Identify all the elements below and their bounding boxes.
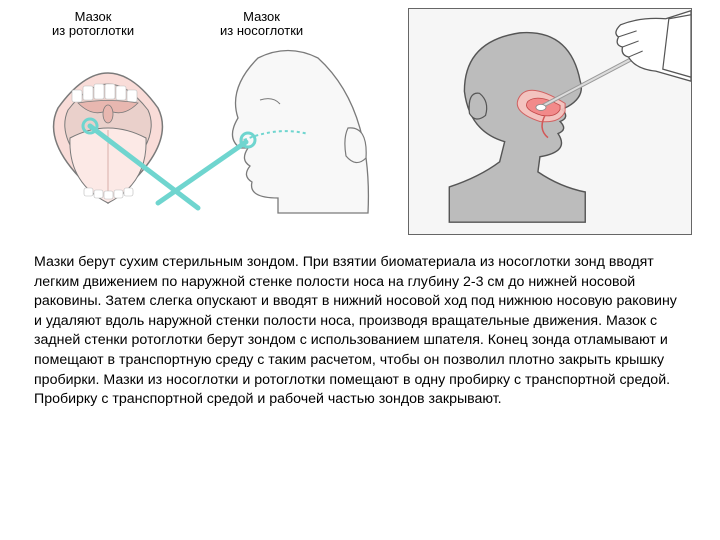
head-swab-svg <box>409 9 691 234</box>
mouth-and-nose-svg <box>28 8 398 218</box>
label-line: Мазок <box>220 10 303 24</box>
label-line: из ротоглотки <box>52 24 134 38</box>
label-line: из носоглотки <box>220 24 303 38</box>
label-nasopharynx: Мазок из носоглотки <box>220 10 303 39</box>
paragraph-text: Мазки берут сухим стерильным зондом. При… <box>34 253 686 410</box>
swab-diagrams-left: Мазок из ротоглотки Мазок из носоглотки <box>28 8 398 235</box>
illustration-row: Мазок из ротоглотки Мазок из носоглотки <box>0 0 720 235</box>
description-paragraph: Мазки берут сухим стерильным зондом. При… <box>0 235 720 410</box>
label-oropharynx: Мазок из ротоглотки <box>52 10 134 39</box>
label-line: Мазок <box>52 10 134 24</box>
swab-diagram-right <box>408 8 692 235</box>
